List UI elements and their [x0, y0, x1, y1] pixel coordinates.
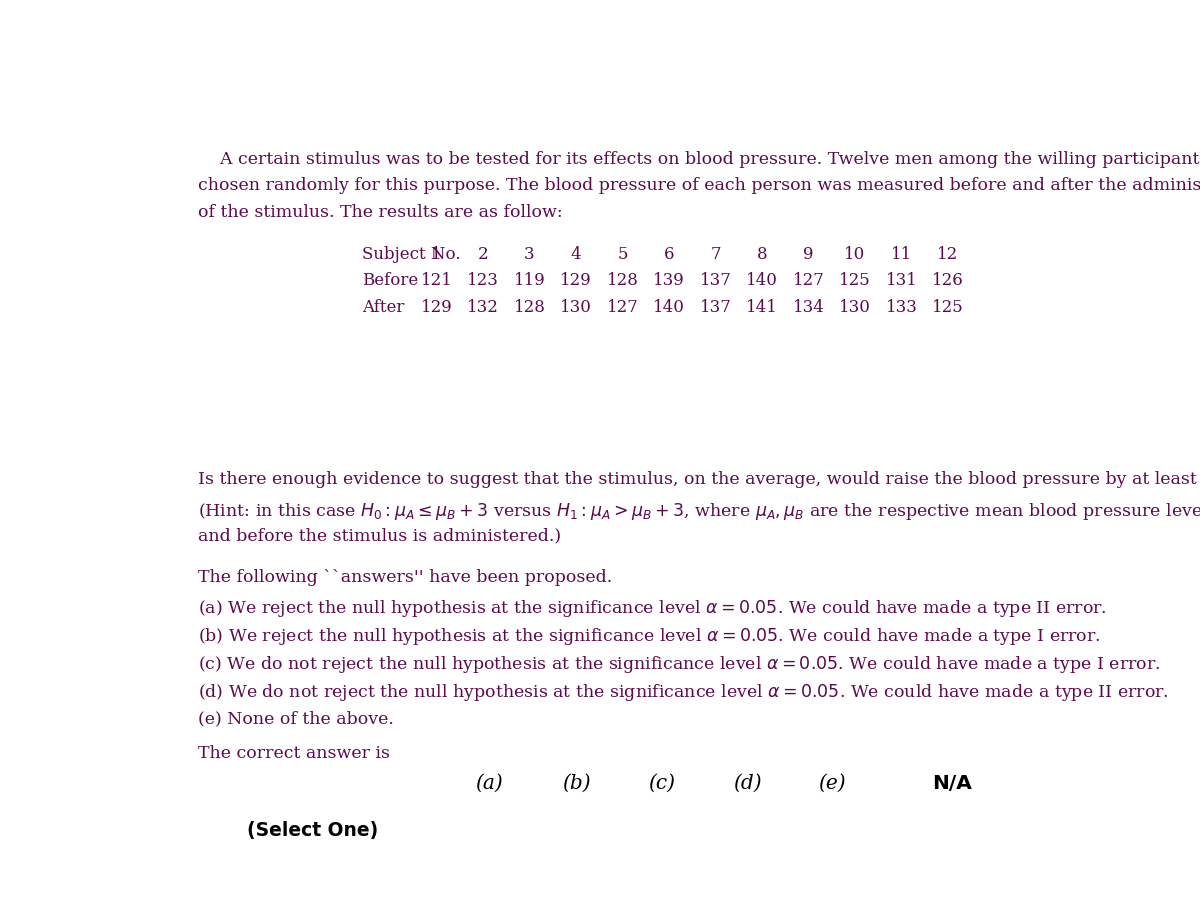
Text: (c): (c) [648, 774, 674, 793]
Text: 130: 130 [839, 298, 871, 316]
Text: 1: 1 [431, 246, 442, 263]
Text: Before: Before [362, 272, 419, 289]
Text: 137: 137 [700, 272, 731, 289]
Text: 123: 123 [467, 272, 499, 289]
Ellipse shape [936, 816, 967, 845]
Text: (b): (b) [562, 774, 590, 793]
Text: The correct answer is: The correct answer is [198, 745, 390, 762]
Ellipse shape [817, 817, 846, 845]
Text: 12: 12 [937, 246, 959, 263]
Text: 133: 133 [886, 298, 917, 316]
Text: 5: 5 [617, 246, 628, 263]
Ellipse shape [732, 817, 762, 845]
Text: The following ``answers'' have been proposed.: The following ``answers'' have been prop… [198, 569, 613, 586]
Text: (Select One): (Select One) [247, 822, 378, 841]
Text: (b) We reject the null hypothesis at the significance level $\alpha = 0.05$. We : (b) We reject the null hypothesis at the… [198, 627, 1100, 648]
Text: 128: 128 [514, 298, 545, 316]
Text: (a): (a) [475, 774, 503, 793]
Text: 2: 2 [478, 246, 488, 263]
Text: 134: 134 [792, 298, 824, 316]
Text: Is there enough evidence to suggest that the stimulus, on the average, would rai: Is there enough evidence to suggest that… [198, 471, 1200, 488]
Text: 121: 121 [420, 272, 452, 289]
Ellipse shape [562, 817, 590, 845]
Text: 140: 140 [653, 298, 685, 316]
Text: 125: 125 [932, 298, 964, 316]
Text: (e): (e) [818, 774, 846, 793]
Text: 127: 127 [606, 298, 638, 316]
Ellipse shape [647, 817, 677, 845]
Text: (a) We reject the null hypothesis at the significance level $\alpha = 0.05$. We : (a) We reject the null hypothesis at the… [198, 599, 1108, 619]
Text: 130: 130 [560, 298, 592, 316]
Text: 3: 3 [524, 246, 535, 263]
Text: N/A: N/A [931, 774, 972, 793]
Text: 132: 132 [467, 298, 499, 316]
Text: (Hint: in this case $H_0 : \mu_A \leq \mu_B + 3$ versus $H_1 : \mu_A > \mu_B + 3: (Hint: in this case $H_0 : \mu_A \leq \m… [198, 501, 1200, 522]
Text: 119: 119 [514, 272, 545, 289]
Text: 131: 131 [886, 272, 917, 289]
Text: 126: 126 [932, 272, 964, 289]
Text: chosen randomly for this purpose. The blood pressure of each person was measured: chosen randomly for this purpose. The bl… [198, 177, 1200, 194]
Text: (e) None of the above.: (e) None of the above. [198, 710, 395, 727]
Text: 129: 129 [420, 298, 452, 316]
Text: After: After [362, 298, 404, 316]
Ellipse shape [474, 817, 504, 845]
Text: (d): (d) [733, 774, 761, 793]
Text: 4: 4 [571, 246, 581, 263]
Text: (c) We do not reject the null hypothesis at the significance level $\alpha = 0.0: (c) We do not reject the null hypothesis… [198, 654, 1160, 676]
Text: A certain stimulus was to be tested for its effects on blood pressure. Twelve me: A certain stimulus was to be tested for … [198, 151, 1200, 168]
Text: 9: 9 [803, 246, 814, 263]
Ellipse shape [944, 824, 959, 838]
Text: 137: 137 [700, 298, 731, 316]
Text: of the stimulus. The results are as follow:: of the stimulus. The results are as foll… [198, 204, 563, 220]
Text: 125: 125 [839, 272, 871, 289]
Text: 8: 8 [757, 246, 767, 263]
Text: 6: 6 [664, 246, 674, 263]
Text: and before the stimulus is administered.): and before the stimulus is administered.… [198, 527, 562, 544]
Text: 140: 140 [746, 272, 778, 289]
Text: 127: 127 [792, 272, 824, 289]
Text: 141: 141 [746, 298, 778, 316]
Text: 11: 11 [890, 246, 912, 263]
Text: Subject No.: Subject No. [362, 246, 461, 263]
Text: 10: 10 [845, 246, 865, 263]
Text: 139: 139 [653, 272, 685, 289]
Text: 7: 7 [710, 246, 721, 263]
Text: 129: 129 [560, 272, 592, 289]
Text: 128: 128 [606, 272, 638, 289]
Text: (d) We do not reject the null hypothesis at the significance level $\alpha = 0.0: (d) We do not reject the null hypothesis… [198, 682, 1169, 703]
